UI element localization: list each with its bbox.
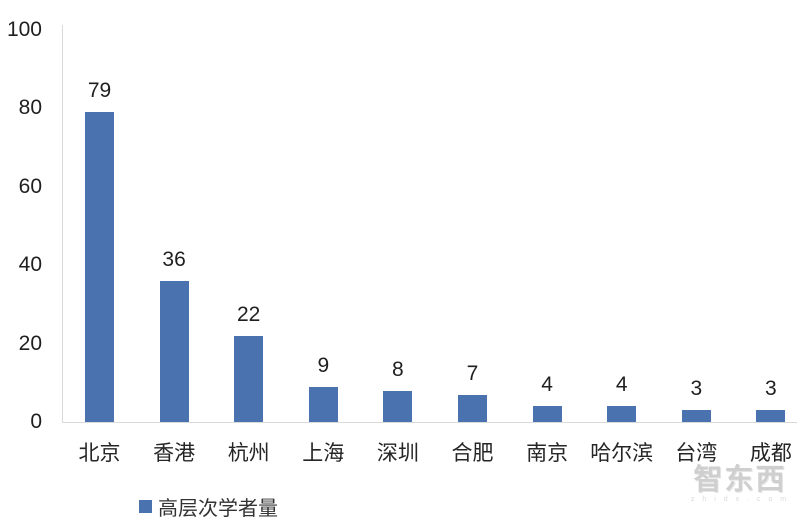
y-tick-label: 20 [18,331,42,355]
bar-1 [85,112,114,422]
bar-3 [234,335,264,422]
bar-value-label: 3 [765,377,777,401]
bar-4 [308,386,338,422]
bar-value-label: 79 [87,79,112,103]
bar-2 [159,280,189,422]
x-category-label: 南京 [526,442,569,465]
x-category-label: 杭州 [227,442,270,465]
x-category-label: 香港 [153,442,196,465]
x-category-label: 成都 [749,442,792,465]
legend-square-icon [139,500,152,513]
legend: 高层次学者量 [139,492,278,521]
legend-label: 高层次学者量 [158,498,278,520]
bar-value-label: 3 [690,377,703,401]
bar-8 [607,406,637,422]
bar-6 [458,394,487,422]
y-axis-line [62,25,63,422]
bar-value-label: 9 [317,353,330,377]
watermark: 智东西 z h i d x . c o m [684,464,796,504]
bar-value-label: 8 [392,357,404,381]
bar-value-label: 4 [541,373,553,397]
y-tick-label: 100 [6,18,42,41]
bar-value-label: 22 [237,302,261,326]
x-category-label: 深圳 [376,442,419,465]
y-tick-label: 80 [18,96,42,120]
watermark-logo-text: 智东西 [693,464,787,496]
y-tick-label: 60 [18,174,42,198]
x-category-label: 北京 [78,442,121,465]
bar-value-label: 7 [466,361,479,385]
bar-value-label: 4 [615,373,628,397]
y-tick-label: 40 [18,253,42,277]
bar-5 [383,390,413,422]
bar-9 [681,410,711,422]
watermark-url-text: z h i d x . c o m [690,496,790,503]
bar-10 [756,410,786,422]
x-category-label: 台湾 [675,442,718,465]
x-axis-line [62,422,797,423]
y-tick-label: 0 [30,410,42,433]
x-category-label: 合肥 [451,442,494,465]
bar-7 [532,406,562,422]
bar-value-label: 36 [162,247,186,271]
x-category-label: 上海 [302,442,345,465]
x-category-label: 哈尔滨 [590,442,654,465]
